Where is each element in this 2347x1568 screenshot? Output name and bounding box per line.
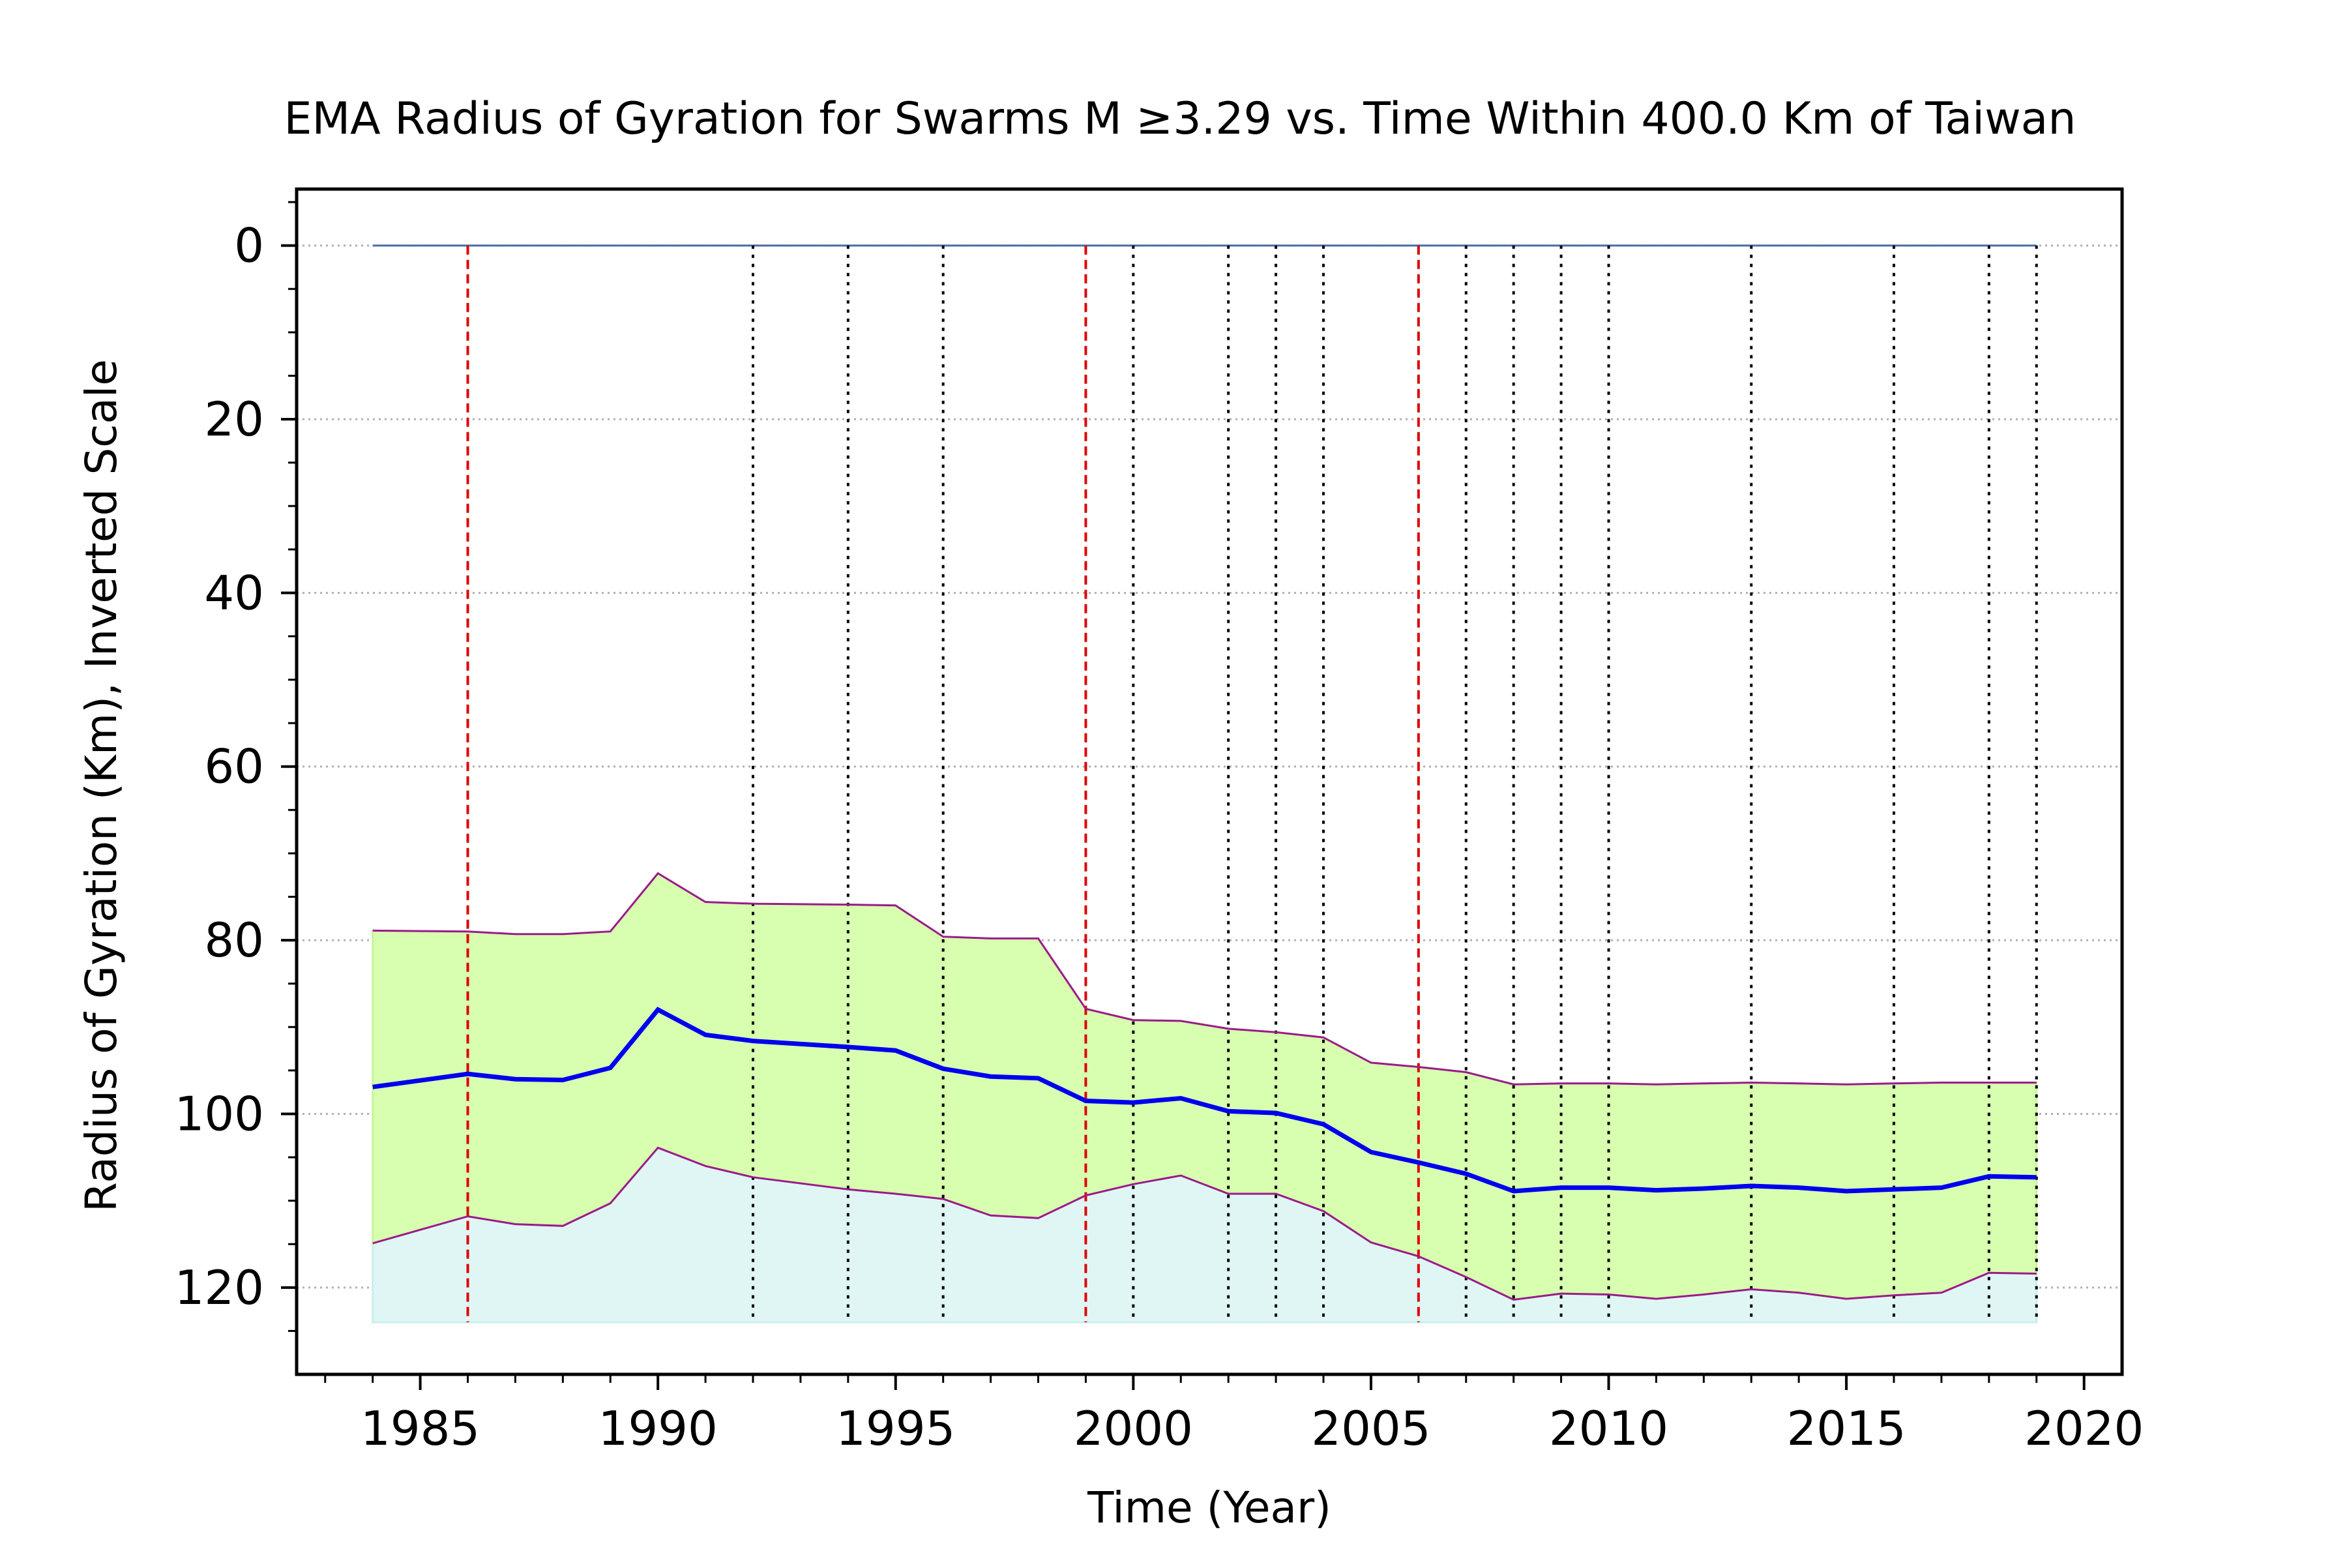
x-tick-label: 2000 (1074, 1401, 1193, 1456)
ema-line (372, 1007, 2037, 1194)
x-tick-label: 2015 (1786, 1401, 1906, 1456)
event-lines (372, 244, 2038, 1323)
x-tick-label: 2010 (1549, 1401, 1668, 1456)
x-axis-label: Time (Year) (1087, 1483, 1331, 1533)
upper-band-line (372, 872, 2037, 1086)
y-tick-label: 120 (175, 1260, 264, 1315)
plot-frame (295, 187, 2124, 1376)
series-layer (372, 872, 2037, 1301)
y-tick-label: 80 (204, 913, 264, 968)
x-tick-label: 2020 (2024, 1401, 2144, 1456)
x-tick-label: 1995 (836, 1401, 955, 1456)
y-tick-label: 40 (204, 565, 264, 620)
y-tick-label: 20 (204, 392, 264, 447)
y-tick-label: 100 (175, 1086, 264, 1141)
chart-title: EMA Radius of Gyration for Swarms M ≥3.2… (284, 93, 2076, 145)
x-tick-label: 2005 (1311, 1401, 1430, 1456)
x-tick-label: 1990 (598, 1401, 718, 1456)
y-tick-label: 60 (204, 739, 264, 794)
x-tick-label: 1985 (361, 1401, 480, 1456)
lower-band-line (372, 1146, 2037, 1301)
y-tick-label: 0 (234, 218, 264, 273)
axes-layer: 1985 1990 1995 2000 2005 2010 2015 2020 0 20 40 60 8… (175, 187, 2144, 1456)
y-axis-label: Radius of Gyration (Km), Inverted Scale (76, 359, 126, 1212)
